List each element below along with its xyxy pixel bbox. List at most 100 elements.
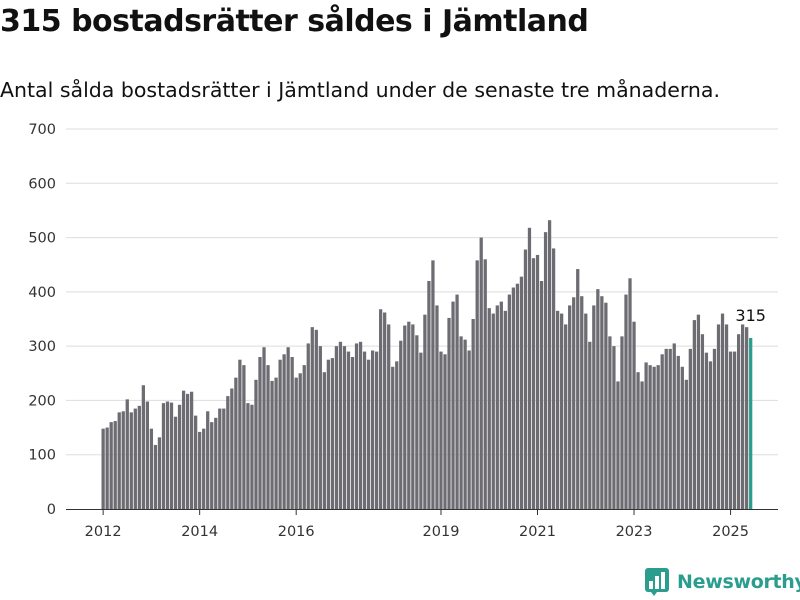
bar bbox=[596, 289, 600, 509]
bar bbox=[644, 362, 648, 509]
bar bbox=[358, 341, 363, 509]
bar bbox=[539, 281, 544, 509]
bar bbox=[226, 396, 230, 509]
bar bbox=[141, 385, 145, 509]
bar bbox=[350, 357, 355, 509]
bar bbox=[238, 359, 242, 509]
bar bbox=[346, 351, 351, 509]
bar bbox=[298, 373, 302, 509]
y-tick-label: 500 bbox=[28, 231, 56, 247]
bar bbox=[732, 351, 737, 509]
bar-chart-icon bbox=[645, 568, 669, 596]
bar bbox=[612, 346, 616, 509]
value-annotation: 315 bbox=[735, 306, 766, 325]
x-tick-label: 2021 bbox=[519, 524, 556, 540]
bar bbox=[640, 381, 644, 509]
bar bbox=[306, 343, 310, 509]
bar bbox=[668, 348, 672, 509]
x-tick-label: 2014 bbox=[181, 524, 218, 540]
bar bbox=[716, 324, 721, 509]
bar bbox=[214, 417, 218, 509]
bar bbox=[194, 415, 198, 509]
x-tick-label: 2023 bbox=[616, 524, 653, 540]
bar bbox=[515, 283, 520, 509]
bar bbox=[423, 314, 427, 509]
bar bbox=[246, 403, 250, 509]
bar bbox=[362, 351, 367, 509]
bar bbox=[720, 313, 725, 509]
bar bbox=[535, 254, 540, 509]
y-tick-label: 600 bbox=[28, 176, 56, 192]
bar bbox=[354, 343, 359, 509]
bar bbox=[564, 324, 568, 509]
bar bbox=[262, 347, 266, 509]
bar bbox=[736, 334, 741, 509]
bar bbox=[467, 350, 471, 509]
bar bbox=[616, 381, 620, 509]
bar bbox=[105, 427, 109, 509]
bar bbox=[463, 339, 467, 509]
newsworthy-logo: Newsworthy bbox=[645, 568, 800, 596]
bar bbox=[366, 359, 371, 509]
bar bbox=[157, 437, 162, 509]
bar bbox=[664, 348, 668, 509]
bar bbox=[137, 405, 141, 509]
bar bbox=[495, 305, 499, 509]
bar bbox=[555, 310, 560, 509]
bar bbox=[419, 352, 423, 509]
bar bbox=[560, 313, 564, 509]
bar bbox=[479, 237, 483, 509]
bar bbox=[145, 401, 150, 509]
bar bbox=[177, 404, 182, 509]
bar bbox=[499, 301, 503, 509]
bar bbox=[684, 379, 688, 509]
bar bbox=[117, 412, 121, 509]
bar bbox=[278, 359, 282, 509]
bar bbox=[592, 305, 596, 509]
bar bbox=[121, 411, 125, 509]
bar bbox=[290, 357, 294, 509]
bar bbox=[712, 348, 717, 509]
bar bbox=[185, 393, 190, 509]
bar bbox=[745, 327, 749, 509]
bar bbox=[503, 310, 507, 509]
bar bbox=[181, 390, 186, 509]
bar bbox=[483, 259, 487, 509]
bar bbox=[728, 351, 733, 509]
bar bbox=[133, 408, 137, 509]
bar bbox=[202, 428, 206, 509]
bar bbox=[266, 365, 270, 509]
bar bbox=[254, 379, 258, 509]
bar bbox=[435, 305, 439, 509]
bar bbox=[704, 352, 709, 509]
chart-subtitle: Antal sålda bostadsrätter i Jämtland und… bbox=[0, 78, 721, 102]
bar bbox=[125, 399, 129, 509]
bar bbox=[572, 297, 576, 509]
bar bbox=[660, 354, 664, 509]
y-tick-label: 400 bbox=[28, 285, 56, 301]
bar bbox=[206, 411, 210, 509]
bar bbox=[447, 317, 451, 509]
bar bbox=[391, 366, 395, 509]
bar bbox=[491, 313, 495, 509]
y-tick-label: 0 bbox=[47, 502, 56, 518]
bar bbox=[608, 336, 612, 509]
bar bbox=[451, 301, 455, 509]
bar bbox=[527, 227, 532, 510]
x-tick-label: 2016 bbox=[278, 524, 315, 540]
bar bbox=[455, 294, 459, 509]
bar bbox=[101, 428, 105, 509]
bar bbox=[620, 336, 624, 509]
bar bbox=[282, 354, 286, 509]
bar bbox=[113, 421, 117, 509]
bar-highlight bbox=[749, 338, 753, 509]
bar bbox=[511, 287, 516, 509]
bar-chart: 0 100 200 300 400 500 600 700 2012 2014 2016 2019 20… bbox=[28, 122, 778, 540]
bar bbox=[310, 327, 314, 509]
bar bbox=[375, 351, 379, 509]
bar bbox=[487, 308, 491, 509]
bar bbox=[588, 341, 592, 509]
bar bbox=[600, 296, 604, 509]
bar bbox=[250, 404, 254, 509]
bar bbox=[258, 357, 262, 509]
